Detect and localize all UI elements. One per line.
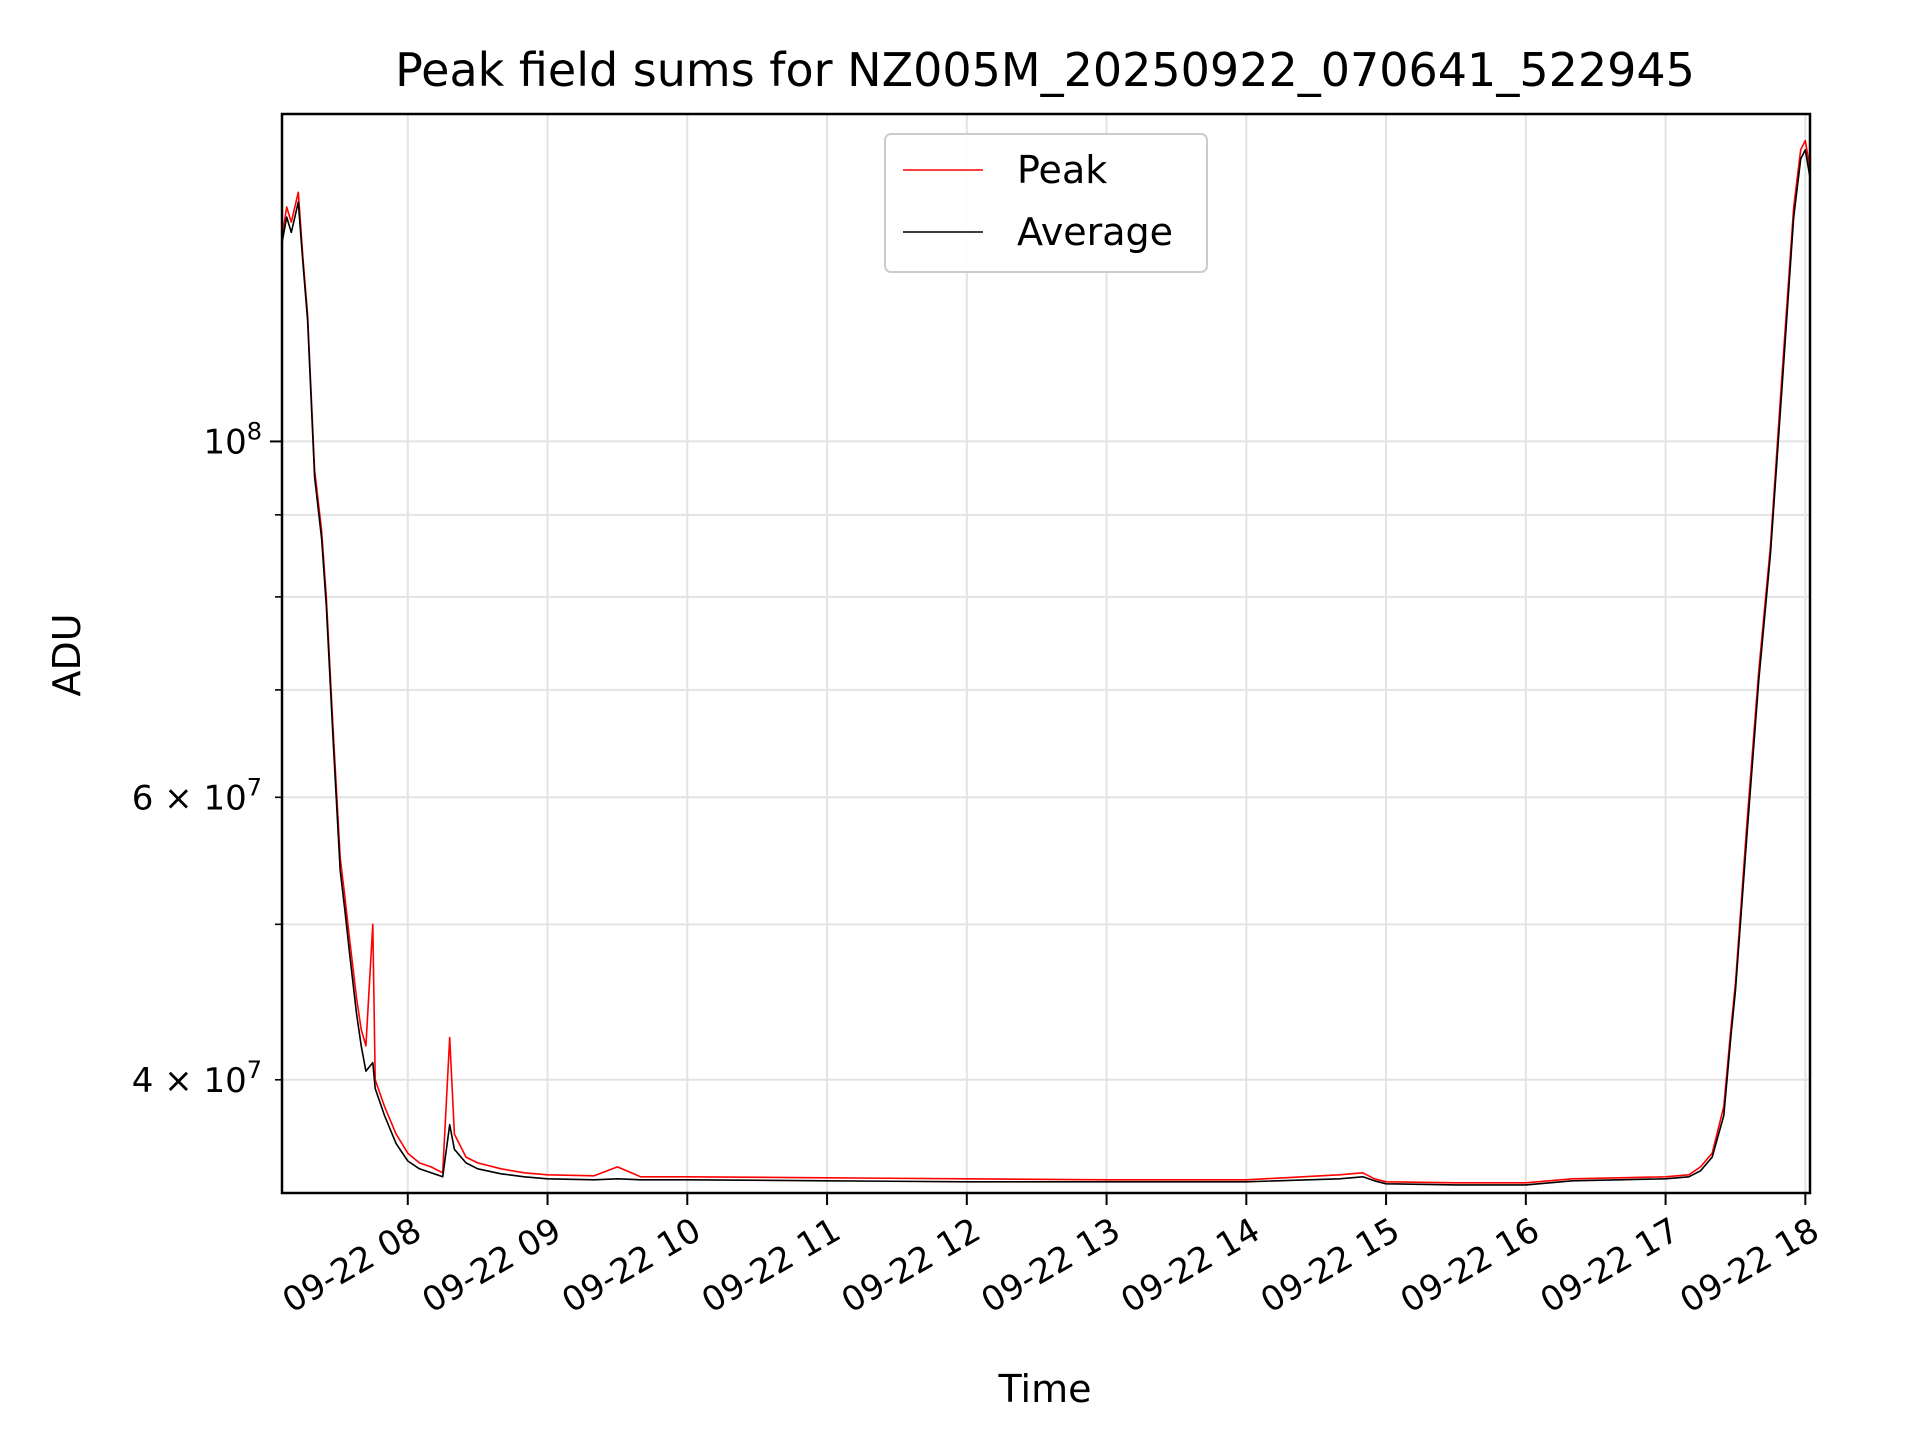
legend: Peak Average bbox=[884, 133, 1208, 273]
x-tick-label: 09-22 15 bbox=[1254, 1210, 1406, 1321]
x-tick-label: 09-22 10 bbox=[555, 1210, 707, 1321]
x-tick-label: 09-22 08 bbox=[276, 1210, 428, 1321]
y-axis-title: ADU bbox=[45, 613, 89, 696]
y-tick-label: 4 × 107 bbox=[132, 1056, 262, 1101]
x-tick-label: 09-22 13 bbox=[975, 1210, 1127, 1321]
x-axis-title: Time bbox=[998, 1367, 1092, 1411]
series-line-average bbox=[281, 148, 1811, 1186]
legend-label-peak: Peak bbox=[1017, 148, 1107, 192]
x-tick-label: 09-22 12 bbox=[835, 1210, 987, 1321]
x-tick-label: 09-22 17 bbox=[1534, 1210, 1686, 1321]
x-tick-label: 09-22 14 bbox=[1114, 1210, 1266, 1321]
x-tick-label: 09-22 18 bbox=[1673, 1210, 1825, 1321]
chart-title: Peak field sums for NZ005M_20250922_0706… bbox=[395, 43, 1695, 97]
x-tick-label: 09-22 16 bbox=[1394, 1210, 1546, 1321]
legend-label-average: Average bbox=[1017, 210, 1173, 254]
series-line-peak bbox=[281, 139, 1811, 1184]
grid-layer bbox=[282, 114, 1810, 1193]
legend-box bbox=[884, 133, 1208, 273]
x-tick-label: 09-22 11 bbox=[695, 1210, 847, 1321]
x-tick-label: 09-22 09 bbox=[416, 1210, 568, 1321]
plot-frame bbox=[280, 112, 1812, 1195]
y-tick-label: 6 × 107 bbox=[132, 773, 262, 818]
y-tick-label: 108 bbox=[203, 417, 262, 462]
series-layer bbox=[281, 139, 1811, 1186]
